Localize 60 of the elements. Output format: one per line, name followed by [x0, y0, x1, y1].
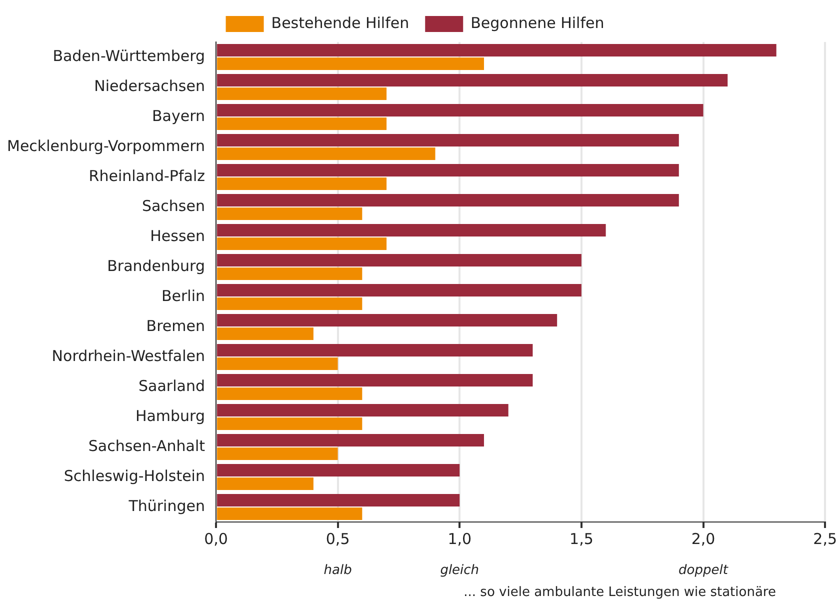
bar [216, 418, 362, 430]
bar [216, 44, 776, 56]
y-tick-label: Sachsen [142, 196, 205, 215]
y-tick-label: Baden-Württemberg [52, 46, 205, 65]
y-tick-label: Nordrhein-Westfalen [52, 346, 205, 365]
bar [216, 58, 484, 70]
y-tick-label: Mecklenburg-Vorpommern [6, 136, 205, 155]
bar [216, 224, 606, 236]
bar [216, 478, 314, 490]
y-tick-label: Bremen [146, 316, 205, 335]
legend-label: Bestehende Hilfen [271, 14, 410, 32]
x-tick-label: 2,5 [813, 530, 837, 548]
x-axis-title: ... so viele ambulante Leistungen wie stationäre [464, 584, 776, 600]
bar [216, 208, 362, 220]
text: halb [324, 562, 352, 578]
bar [216, 148, 436, 160]
bar [216, 434, 484, 446]
bar [216, 88, 387, 100]
y-tick-label: Rheinland-Pfalz [88, 166, 206, 185]
text: gleich [440, 562, 480, 578]
text: doppelt [678, 562, 729, 578]
bar [216, 328, 314, 340]
x-tick-label: 0,5 [326, 530, 350, 548]
bar [216, 268, 362, 280]
bar [216, 194, 679, 206]
bar [216, 134, 679, 146]
bar [216, 494, 460, 506]
y-tick-label: Sachsen-Anhalt [88, 436, 206, 455]
bar [216, 388, 362, 400]
bar [216, 254, 582, 266]
x-tick-label: 0,0 [204, 530, 228, 548]
bar [216, 358, 338, 370]
bar [216, 374, 533, 386]
bar [216, 104, 704, 116]
x-tick-label: 1,5 [570, 530, 594, 548]
bar [216, 344, 533, 356]
y-tick-label: Niedersachsen [94, 76, 205, 95]
bar [216, 448, 338, 460]
legend-label: Begonnene Hilfen [470, 14, 604, 32]
bar [216, 178, 387, 190]
bar [216, 238, 387, 250]
y-tick-label: Hamburg [135, 406, 205, 425]
bar [216, 298, 362, 310]
y-tick-label: Brandenburg [107, 256, 205, 275]
y-tick-label: Saarland [138, 376, 205, 395]
bar [216, 74, 728, 86]
y-tick-label: Hessen [150, 226, 205, 245]
bar [216, 118, 387, 130]
bar [216, 508, 362, 520]
bar [216, 464, 460, 476]
x-tick-label: 1,0 [448, 530, 472, 548]
y-tick-label: Bayern [152, 106, 205, 125]
bar [216, 314, 558, 326]
bar [216, 164, 679, 176]
bar [216, 284, 582, 296]
y-tick-label: Schleswig-Holstein [64, 466, 205, 485]
bar [216, 404, 508, 416]
y-tick-label: Thüringen [128, 496, 205, 515]
x-tick-label: 2,0 [691, 530, 716, 548]
y-tick-label: Berlin [161, 286, 205, 305]
